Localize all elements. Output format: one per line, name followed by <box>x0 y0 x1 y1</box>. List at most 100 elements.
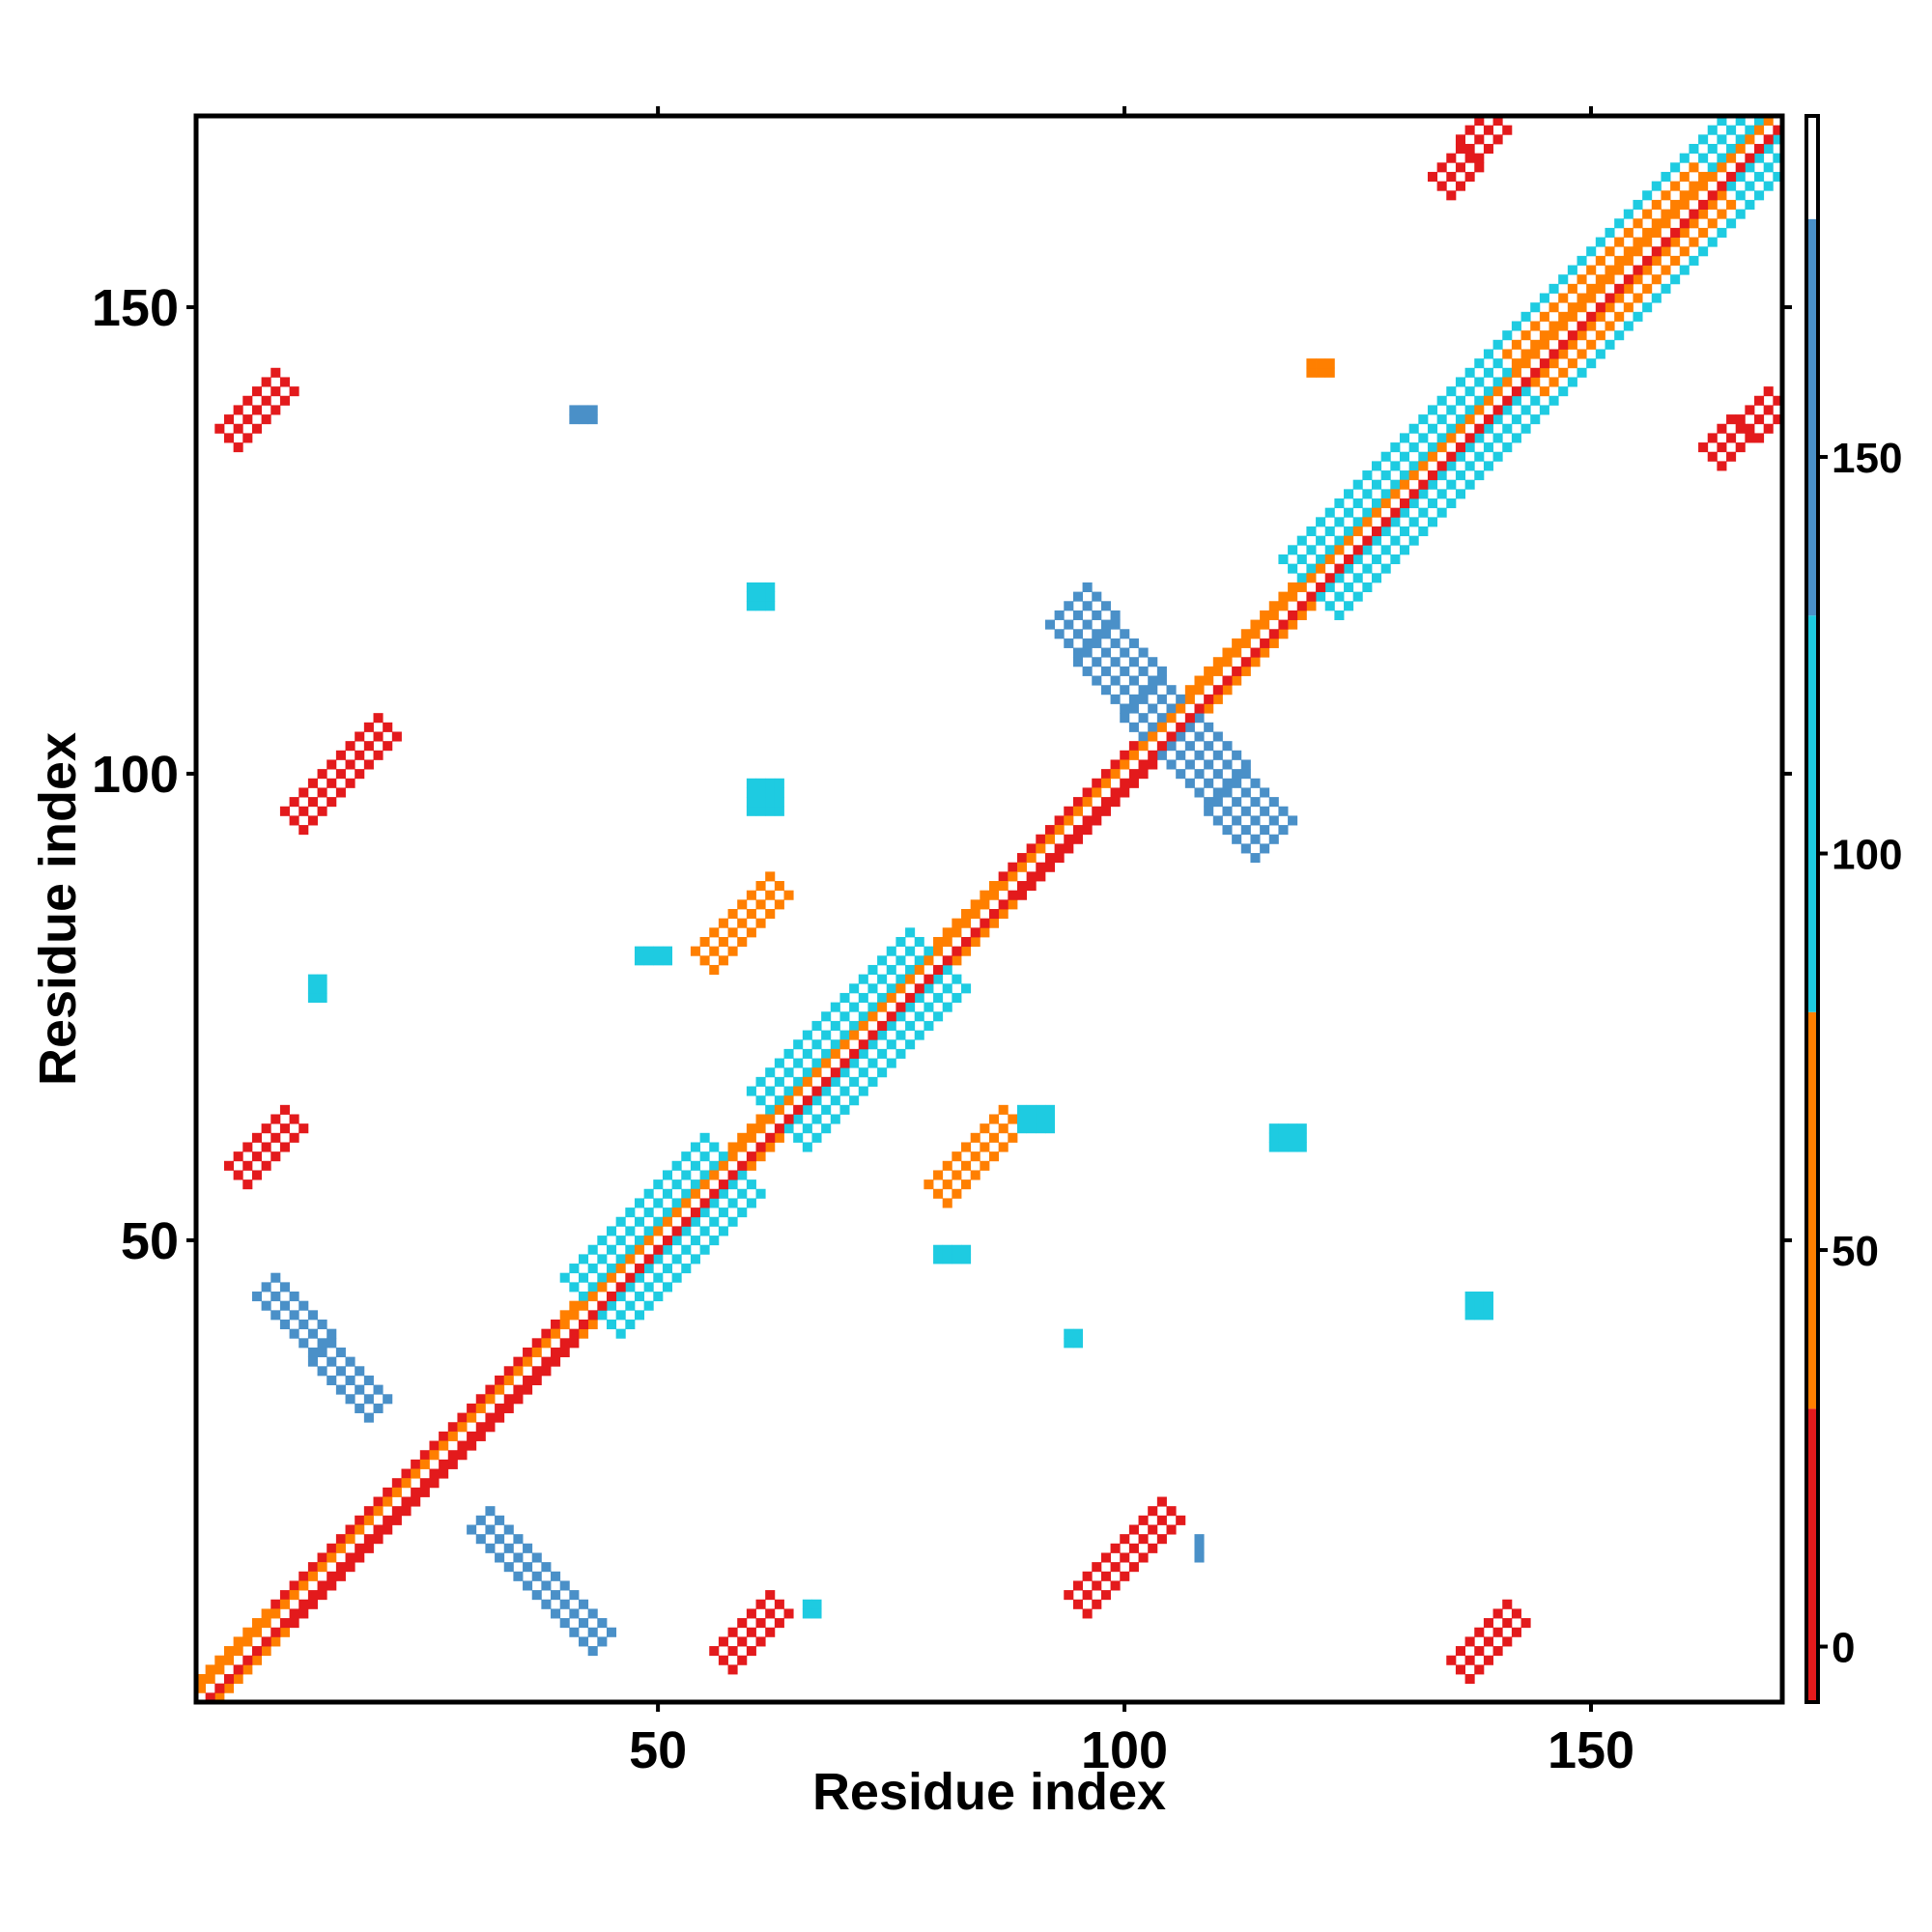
heatmap-cell <box>1324 526 1335 537</box>
heatmap-cell <box>1036 843 1046 854</box>
heatmap-cell <box>1595 283 1605 294</box>
heatmap-cell <box>373 750 384 760</box>
heatmap-cell <box>1502 423 1513 434</box>
heatmap-cell <box>914 1030 924 1040</box>
heatmap-cell <box>1204 778 1214 788</box>
heatmap-cell <box>1212 731 1223 742</box>
heatmap-cell <box>1511 321 1521 331</box>
heatmap-cell <box>821 1067 832 1078</box>
heatmap-cell <box>1072 591 1083 602</box>
heatmap-cell <box>1148 685 1158 696</box>
heatmap-cell <box>531 1338 542 1349</box>
heatmap-cell <box>755 881 766 892</box>
heatmap-cell <box>1474 1300 1485 1311</box>
heatmap-cell <box>952 1170 962 1180</box>
heatmap-cell <box>1698 227 1709 238</box>
heatmap-cell <box>933 946 944 956</box>
heatmap-cell <box>391 1487 402 1497</box>
heatmap-cell <box>1194 750 1205 760</box>
heatmap-cell <box>671 1198 682 1208</box>
heatmap-cell <box>1260 825 1270 836</box>
heatmap-cell <box>998 871 1009 882</box>
heatmap-cell <box>1204 675 1214 686</box>
heatmap-cell <box>1539 293 1549 303</box>
heatmap-cell <box>307 1328 318 1339</box>
heatmap-cell <box>1474 395 1485 406</box>
heatmap-cell <box>1474 134 1485 145</box>
heatmap-cell <box>1502 442 1513 453</box>
heatmap-cell <box>980 890 990 900</box>
heatmap-cell <box>1250 619 1261 630</box>
heatmap-cell <box>551 1347 561 1358</box>
heatmap-cell <box>1483 1618 1493 1629</box>
heatmap-cell <box>867 964 878 976</box>
heatmap-cell <box>363 1524 374 1535</box>
heatmap-cell <box>1520 423 1531 434</box>
heatmap-cell <box>1586 283 1597 294</box>
heatmap-cell <box>1222 825 1233 836</box>
heatmap-cell <box>1614 293 1625 303</box>
heatmap-cell <box>1212 666 1223 676</box>
heatmap-cell <box>643 1188 654 1199</box>
heatmap-cell <box>242 1664 253 1675</box>
heatmap-cell <box>1008 890 1018 900</box>
heatmap-cell <box>1240 629 1251 639</box>
heatmap-cell <box>1092 629 1102 639</box>
heatmap-cell <box>1502 330 1513 341</box>
heatmap-cell <box>307 1347 318 1358</box>
heatmap-cell <box>261 414 271 425</box>
heatmap-cell <box>597 1272 608 1283</box>
heatmap-cell <box>363 1412 374 1423</box>
heatmap-cell <box>1008 871 1018 882</box>
heatmap-cell <box>849 1076 860 1087</box>
heatmap-cell <box>270 405 281 415</box>
heatmap-cell <box>681 1208 692 1218</box>
heatmap-cell <box>1763 162 1774 173</box>
heatmap-cell <box>755 1076 766 1087</box>
heatmap-cell <box>1492 116 1503 127</box>
heatmap-cell <box>1072 657 1083 668</box>
heatmap-cell <box>625 1319 636 1330</box>
heatmap-cell <box>1212 797 1223 808</box>
heatmap-cell <box>457 1431 468 1441</box>
heatmap-cell <box>643 1264 654 1274</box>
heatmap-cell <box>345 741 355 752</box>
heatmap-cell <box>401 1487 412 1497</box>
heatmap-cell <box>1194 1534 1205 1545</box>
heatmap-cell <box>551 1571 561 1581</box>
heatmap-cell <box>1614 237 1625 247</box>
heatmap-cell <box>383 722 393 732</box>
heatmap-cell <box>513 1366 524 1377</box>
heatmap-cell <box>233 1646 243 1657</box>
heatmap-cell <box>746 1198 756 1208</box>
heatmap-cell <box>569 1608 580 1619</box>
heatmap-cell <box>914 992 924 1003</box>
heatmap-cell <box>1092 1599 1102 1609</box>
heatmap-cell <box>1436 489 1447 499</box>
heatmap-cell <box>1156 675 1167 686</box>
heatmap-cell <box>261 1636 271 1647</box>
heatmap-cell <box>242 1160 253 1171</box>
heatmap-cell <box>1128 1524 1139 1535</box>
heatmap-cell <box>793 1058 804 1068</box>
heatmap-cell <box>1436 451 1447 462</box>
heatmap-cell <box>523 1562 533 1573</box>
heatmap-cell <box>1661 265 1671 275</box>
heatmap-cell <box>709 1179 720 1190</box>
heatmap-cell <box>765 778 776 788</box>
heatmap-cell <box>1605 339 1615 350</box>
heatmap-cell <box>1642 190 1653 201</box>
heatmap-cell <box>1455 414 1465 425</box>
heatmap-cell <box>989 1151 1000 1162</box>
heatmap-cell <box>1492 414 1503 425</box>
heatmap-cell <box>952 936 962 948</box>
heatmap-cell <box>849 1030 860 1040</box>
heatmap-cell <box>1661 171 1671 183</box>
heatmap-cell <box>653 1244 664 1255</box>
heatmap-cell <box>653 1216 664 1227</box>
heatmap-cell <box>523 1375 533 1385</box>
heatmap-cell <box>1577 293 1587 303</box>
heatmap-cell <box>1520 311 1531 322</box>
heatmap-cell <box>1166 731 1177 742</box>
